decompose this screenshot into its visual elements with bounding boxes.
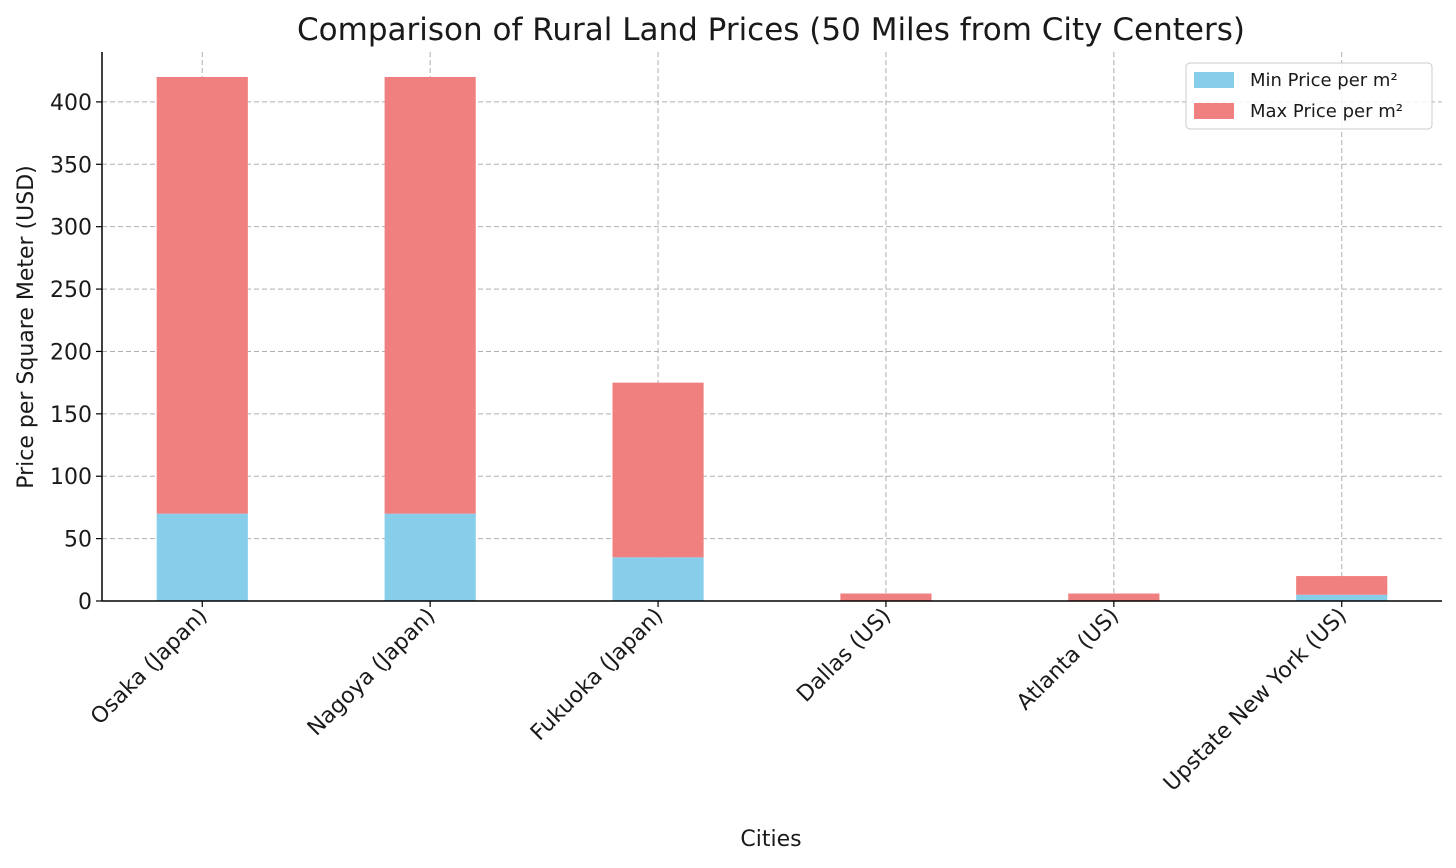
x-tick-label: Fukuoka (Japan) [526,604,668,746]
legend-label: Max Price per m² [1250,101,1403,122]
max-price-bar-0 [156,76,248,514]
y-tick-label: 300 [50,216,92,241]
y-tick-label: 400 [50,91,92,116]
y-tick-label: 150 [50,403,92,428]
max-price-bar-2 [612,382,704,558]
legend: Min Price per m² Max Price per m² [1185,62,1433,130]
min-price-bar-2 [612,557,704,601]
legend-label: Min Price per m² [1250,70,1398,91]
legend-swatch [1194,72,1234,88]
y-tick-label: 200 [50,340,92,365]
legend-swatch [1194,103,1234,119]
y-axis-title: Price per Square Meter (USD) [14,165,39,489]
x-tick-label: Upstate New York (US) [1159,604,1352,797]
x-tick-label: Dallas (US) [792,604,896,708]
min-price-bar-1 [384,513,476,601]
x-tick-label: Osaka (Japan) [86,604,212,730]
x-tick-label: Atlanta (US) [1012,604,1124,716]
x-tick-label: Nagoya (Japan) [303,604,440,741]
y-tick-label: 50 [64,528,92,553]
grid-lines [102,52,1442,602]
max-price-bar-1 [384,76,476,514]
max-price-bar-3 [840,593,932,601]
min-price-bar-5 [1296,594,1388,601]
y-tick-label: 250 [50,278,92,303]
bars [156,76,1388,601]
x-axis-title: Cities [740,827,801,852]
chart-title: Comparison of Rural Land Prices (50 Mile… [297,12,1245,48]
y-tick-label: 350 [50,153,92,178]
max-price-bar-5 [1296,576,1388,595]
y-tick-label: 0 [78,590,92,615]
legend-box [1185,62,1433,130]
min-price-bar-0 [156,513,248,601]
max-price-bar-4 [1068,593,1160,601]
y-tick-label: 100 [50,465,92,490]
axes [96,52,1442,607]
